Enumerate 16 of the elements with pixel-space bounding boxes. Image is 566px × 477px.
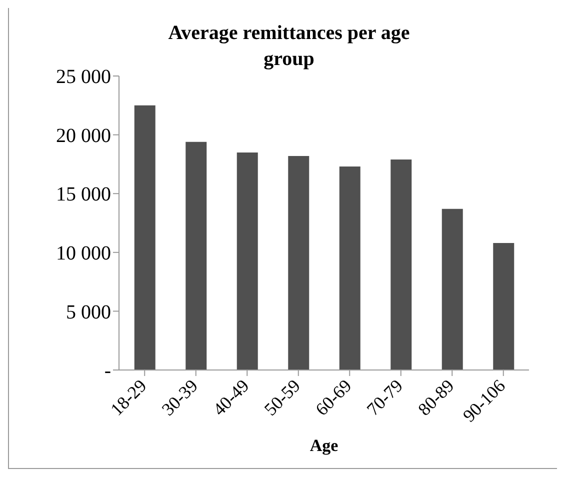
bar (288, 156, 310, 370)
bar (493, 242, 514, 370)
bar (134, 105, 156, 370)
bar (236, 152, 258, 370)
y-tick-label: 20 000 (56, 124, 111, 147)
bar (390, 159, 412, 370)
y-tick-label: 5 000 (66, 301, 111, 324)
y-tick-label: 25 000 (56, 66, 111, 88)
bar (186, 142, 207, 370)
bar (442, 208, 463, 370)
chart-title: Average remittances per age group (167, 21, 411, 72)
x-axis-title: Age (310, 436, 339, 455)
bar (339, 166, 360, 370)
y-tick-label: 10 000 (56, 242, 111, 264)
y-tick-label: 15 000 (56, 184, 111, 206)
y-tick-label: - (104, 360, 111, 382)
